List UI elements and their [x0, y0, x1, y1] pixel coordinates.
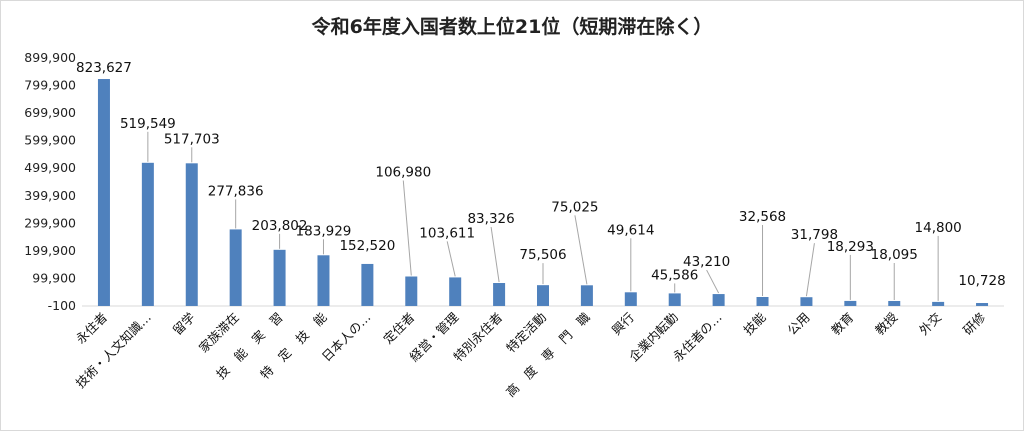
bar	[756, 296, 769, 306]
data-label-leader	[574, 215, 588, 285]
data-label-leader	[805, 243, 815, 297]
bar	[141, 162, 154, 306]
bar	[97, 79, 110, 306]
y-tick-label: 799,900	[24, 78, 76, 93]
bar	[580, 285, 593, 306]
bar	[493, 283, 506, 306]
y-tick-label: 699,900	[24, 105, 76, 120]
bar	[229, 229, 242, 306]
data-label: 18,293	[827, 239, 874, 255]
data-label: 31,798	[791, 227, 838, 243]
x-category-label: 教授	[872, 309, 901, 338]
bar	[844, 300, 857, 306]
bar	[712, 294, 725, 306]
bar	[185, 163, 198, 306]
bar	[976, 303, 989, 306]
data-label: 75,506	[519, 247, 566, 263]
data-label-leader	[490, 226, 500, 283]
bar	[888, 300, 901, 306]
x-category-label: 公用	[784, 310, 812, 338]
bar	[624, 292, 637, 306]
x-category-label: 研修	[960, 309, 989, 338]
y-tick-label: 499,900	[24, 160, 76, 175]
y-tick-label: 899,900	[24, 50, 76, 65]
data-label: 106,980	[375, 164, 431, 180]
y-tick-label: 199,900	[24, 243, 76, 258]
y-tick-label: 299,900	[24, 215, 76, 230]
chart-title: 令和6年度入国者数上位21位（短期滞在除く）	[311, 16, 713, 38]
x-category-label: 留学	[170, 310, 198, 338]
y-tick-label: 99,900	[32, 270, 76, 285]
bar	[537, 285, 549, 306]
y-tick-label: -100	[48, 298, 76, 313]
bar	[405, 276, 418, 306]
data-label: 203,802	[252, 218, 308, 234]
data-label: 14,800	[915, 220, 962, 236]
x-category-label: 永住者	[73, 310, 110, 347]
x-category-label: 技能	[740, 309, 769, 338]
data-label: 45,586	[651, 267, 698, 283]
y-tick-label: 599,900	[24, 133, 76, 148]
x-category-label: 技術・人文知識…	[73, 310, 154, 391]
data-label: 10,728	[958, 273, 1005, 289]
y-tick-label: 399,900	[24, 188, 76, 203]
x-category-label: 外交	[916, 310, 944, 338]
data-label-leader	[402, 180, 412, 276]
bar	[361, 263, 374, 306]
data-label: 823,627	[76, 60, 132, 76]
data-label: 517,703	[164, 131, 220, 147]
bar	[932, 301, 945, 306]
bar	[317, 255, 330, 306]
data-label: 49,614	[607, 222, 654, 238]
data-label: 32,568	[739, 209, 786, 225]
data-label: 183,929	[296, 223, 352, 239]
bar	[800, 297, 813, 306]
data-label: 103,611	[419, 225, 475, 241]
data-label: 43,210	[683, 254, 730, 270]
x-category-label: 定住者	[380, 310, 417, 347]
data-label-leader	[446, 241, 456, 277]
bar	[668, 293, 681, 306]
data-label: 18,095	[871, 247, 918, 263]
data-label: 152,520	[339, 238, 395, 254]
x-category-label: 興行	[609, 310, 637, 338]
data-label: 277,836	[208, 183, 264, 199]
bar	[449, 277, 462, 306]
x-category-label: 教育	[828, 310, 856, 338]
x-category-label: 高 度 専 門 職	[503, 309, 594, 400]
data-label: 83,326	[467, 211, 514, 227]
data-label-leader	[706, 269, 720, 294]
data-label: 519,549	[120, 116, 176, 132]
bar	[273, 249, 286, 306]
data-label: 75,025	[551, 199, 598, 215]
